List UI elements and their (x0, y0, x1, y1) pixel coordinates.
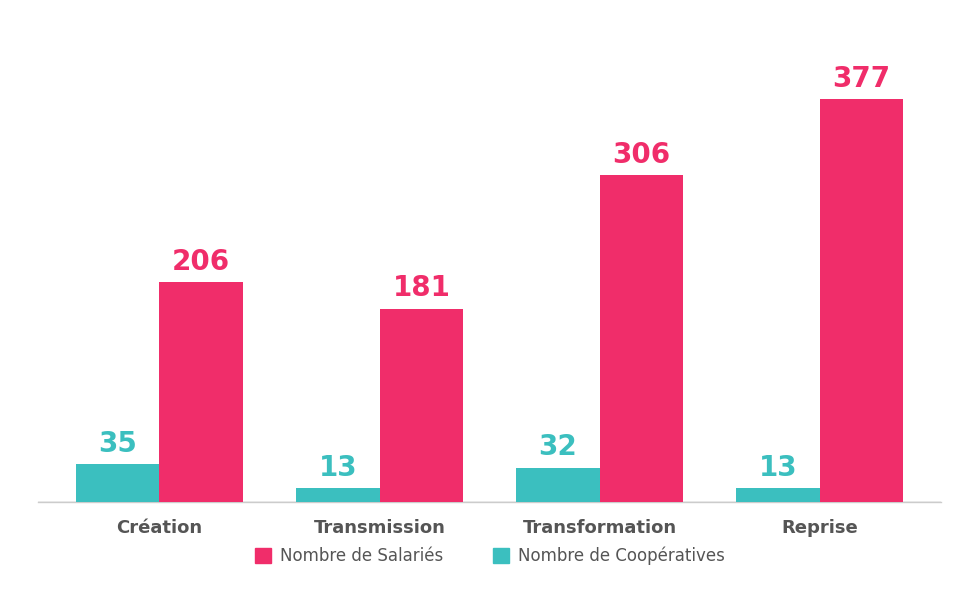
Legend: Nombre de Salariés, Nombre de Coopératives: Nombre de Salariés, Nombre de Coopérativ… (248, 540, 732, 572)
Bar (736, 488, 820, 502)
Text: 35: 35 (98, 430, 137, 458)
Text: 13: 13 (758, 453, 797, 482)
Text: 306: 306 (612, 141, 670, 169)
Bar (159, 282, 243, 502)
Bar (76, 465, 159, 502)
Text: 181: 181 (393, 274, 450, 302)
Text: 206: 206 (172, 247, 230, 275)
Text: 13: 13 (319, 453, 357, 482)
Bar (379, 308, 463, 502)
Bar (516, 468, 600, 502)
Text: 32: 32 (539, 433, 577, 461)
Text: 377: 377 (832, 65, 891, 93)
Bar (296, 488, 379, 502)
Bar (600, 175, 684, 502)
Bar (820, 99, 903, 502)
